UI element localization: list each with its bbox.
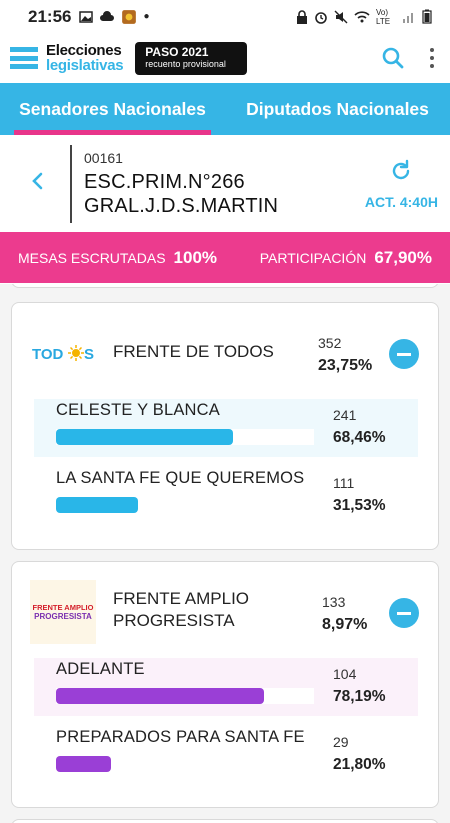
signal-icon (403, 12, 413, 23)
location-header: 00161 ESC.PRIM.N°266 GRAL.J.D.S.MARTIN A… (0, 135, 450, 232)
list-row: LA SANTA FE QUE QUEREMOS 111 31,53% (34, 467, 418, 525)
list-row: CELESTE Y BLANCA 241 68,46% (34, 399, 418, 457)
minus-icon (397, 352, 411, 356)
party-percentage: 8,97% (322, 616, 368, 633)
location-code: 00161 (84, 149, 123, 166)
participacion-label: PARTICIPACIÓN (259, 249, 367, 266)
list-percentage: 31,53% (333, 497, 386, 514)
logo-text-line1: FRENTE AMPLIO (32, 603, 94, 612)
list-progress-fill (56, 688, 264, 704)
party-name-line1: FRENTE AMPLIO (113, 589, 250, 608)
tab-diputados[interactable]: Diputados Nacionales (225, 83, 450, 135)
list-percentage: 68,46% (333, 429, 386, 446)
more-notifications-dot: ● (143, 11, 150, 22)
paso-badge-title: PASO 2021 (145, 45, 209, 59)
list-progress-bar (56, 429, 314, 445)
tab-senadores[interactable]: Senadores Nacionales (0, 83, 225, 135)
list-row: PREPARADOS PARA SANTA FE 29 21,80% (34, 726, 418, 784)
list-progress-bar (56, 497, 314, 513)
list-progress-fill (56, 429, 233, 445)
collapse-button[interactable] (389, 339, 419, 369)
status-time: 21:56 (28, 6, 72, 26)
party-votes: 352 (318, 335, 342, 351)
party-card-header: TOD S FRENTE DE TODOS 352 23,75% (12, 303, 438, 393)
wifi-icon (354, 11, 370, 23)
list-votes: 111 (333, 475, 355, 491)
app-notification-icon (122, 9, 137, 24)
location-divider (70, 144, 72, 223)
list-progress-bar (56, 756, 314, 772)
tab-bar: Senadores Nacionales Diputados Nacionale… (0, 83, 450, 135)
list-percentage: 78,19% (333, 688, 386, 705)
list-votes: 29 (333, 734, 349, 750)
party-card-header: FRENTE AMPLIO PROGRESISTA FRENTE AMPLIO … (12, 562, 438, 652)
search-button[interactable] (378, 43, 408, 73)
results-list[interactable]: TOD S FRENTE DE TODOS 352 23,75% CELESTE… (0, 284, 450, 823)
participacion-value: 67,90% (374, 247, 432, 267)
mesas-value: 100% (173, 247, 218, 267)
party-name: FRENTE DE TODOS (113, 342, 274, 361)
party-votes: 133 (322, 594, 346, 610)
brand-line1: Elecciones (46, 42, 122, 59)
minus-icon (397, 611, 411, 615)
search-icon (382, 47, 404, 69)
refresh-button[interactable]: ACT. 4:40H (365, 158, 438, 210)
battery-icon (422, 9, 432, 24)
party-card: TOD S FRENTE DE TODOS 352 23,75% CELESTE… (11, 302, 439, 550)
lock-icon (297, 9, 307, 24)
next-card-edge (11, 819, 439, 823)
status-right: Vo) LTE (296, 8, 432, 26)
location-name-line2: GRAL.J.D.S.MARTIN (84, 194, 279, 217)
list-name: PREPARADOS PARA SANTA FE (56, 728, 305, 746)
refresh-label: ACT. 4:40H (364, 193, 438, 210)
list-name: LA SANTA FE QUE QUEREMOS (56, 469, 305, 487)
list-percentage: 21,80% (333, 756, 386, 773)
frente-amplio-logo: FRENTE AMPLIO PROGRESISTA (30, 580, 96, 644)
mute-icon (334, 10, 348, 23)
previous-card-edge (11, 284, 439, 288)
image-notification-icon (79, 10, 94, 23)
party-percentage: 23,75% (318, 357, 373, 374)
participacion-group: PARTICIPACIÓN 67,90% (260, 248, 432, 268)
list-row: ADELANTE 104 78,19% (34, 658, 418, 716)
paso-badge: PASO 2021 recuento provisional (135, 41, 248, 75)
list-votes: 104 (333, 666, 357, 682)
back-button[interactable] (30, 171, 50, 197)
status-bar: 21:56 ● Vo) LTE (0, 0, 450, 33)
location-info: 00161 ESC.PRIM.N°266 GRAL.J.D.S.MARTIN (84, 150, 278, 218)
party-name-line2: PROGRESISTA (113, 611, 235, 630)
logo-text-line2: PROGRESISTA (34, 612, 92, 621)
cloud-notification-icon (100, 10, 115, 21)
svg-text:TOD: TOD (32, 346, 64, 361)
paso-badge-subtitle: recuento provisional (145, 59, 226, 69)
tab-diputados-label: Diputados Nacionales (246, 98, 429, 119)
brand-title: Elecciones legislativas (46, 42, 124, 74)
brand-line2: legislativas (46, 57, 124, 74)
brand-logo-icon (10, 47, 38, 69)
mesas-label: MESAS ESCRUTADAS (18, 249, 166, 266)
list-progress-fill (56, 497, 138, 513)
collapse-button[interactable] (389, 598, 419, 628)
party-card: FRENTE AMPLIO PROGRESISTA FRENTE AMPLIO … (11, 561, 439, 808)
tab-senadores-label: Senadores Nacionales (19, 98, 206, 119)
list-name: ADELANTE (56, 660, 145, 678)
svg-text:S: S (84, 346, 94, 361)
list-progress-fill (56, 756, 111, 772)
alarm-icon (315, 11, 327, 24)
app-bar: Elecciones legislativas PASO 2021 recuen… (0, 33, 450, 83)
list-progress-bar (56, 688, 314, 704)
list-votes: 241 (333, 407, 357, 423)
list-name: CELESTE Y BLANCA (56, 401, 220, 419)
refresh-icon (393, 159, 410, 179)
frente-de-todos-logo: TOD S (32, 345, 94, 366)
more-vert-icon[interactable] (424, 48, 440, 68)
chevron-left-icon (32, 172, 43, 189)
network-type: Vo) LTE (376, 7, 391, 26)
todos-logo-icon: TOD S (32, 345, 94, 363)
location-name-line1: ESC.PRIM.N°266 (84, 170, 245, 193)
summary-banner: MESAS ESCRUTADAS 100% PARTICIPACIÓN 67,9… (0, 232, 450, 283)
